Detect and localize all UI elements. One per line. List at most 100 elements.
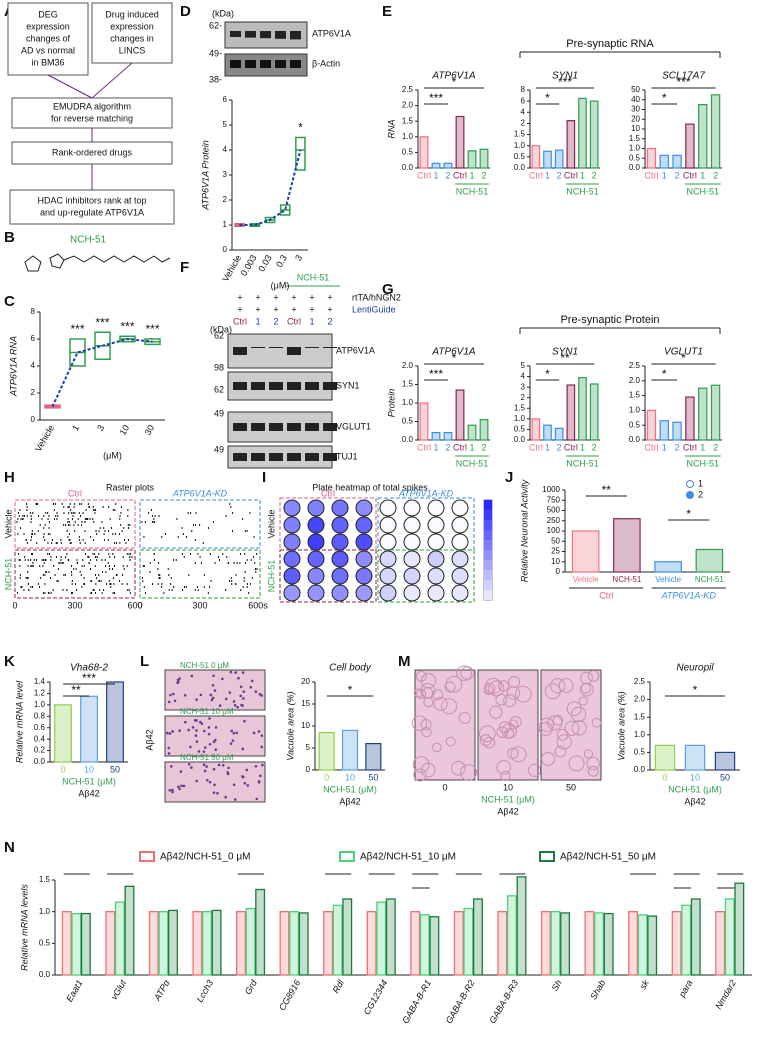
significance: *: [452, 75, 457, 89]
cell: [228, 691, 232, 694]
bar: [540, 911, 551, 976]
panel-letter: N: [4, 839, 15, 856]
cell: [165, 731, 169, 735]
cell: [169, 693, 172, 697]
x-label: NCH-51 (μM): [668, 784, 722, 794]
y-tick-label: 15: [301, 699, 310, 708]
cell: [167, 700, 171, 704]
plus: +: [237, 304, 242, 314]
x-tick-label: Ctrl: [564, 170, 578, 180]
cell: [182, 784, 186, 788]
panel-letter: G: [382, 281, 394, 298]
legend-marker: [686, 491, 694, 499]
y-tick-label: 25: [551, 547, 560, 556]
significance: **: [602, 483, 612, 497]
image-label: 50: [566, 782, 576, 792]
bar: [467, 150, 477, 169]
significance: *: [452, 351, 457, 365]
cell: [171, 730, 174, 733]
trend-line: [239, 149, 302, 226]
cell: [246, 784, 250, 787]
chart-title: SYN1: [552, 71, 578, 82]
cell: [207, 732, 211, 736]
x-tick-label: Ctrl: [529, 442, 543, 452]
fiber: [558, 678, 574, 693]
y-tick-label: 1.0: [514, 414, 526, 423]
lane: 2: [327, 316, 332, 326]
bar: [148, 911, 159, 976]
x-tick-label: 10: [118, 423, 132, 437]
cell: [241, 747, 245, 751]
bar: [566, 384, 576, 441]
y-tick-label: 0.6: [34, 723, 46, 732]
bar: [646, 147, 657, 169]
bar: [419, 402, 429, 441]
well: [451, 567, 469, 585]
y-tick-label: 2: [521, 393, 526, 402]
bar: [366, 911, 377, 976]
y-tick-label: 500: [547, 506, 561, 515]
band: [323, 382, 337, 390]
well: [331, 533, 349, 551]
bar: [289, 911, 300, 976]
x-tick-label: 0: [324, 772, 329, 782]
band: [269, 423, 283, 431]
y-tick-label: 3: [521, 382, 526, 391]
y-tick-label: 4: [521, 107, 526, 116]
x-tick-label: 2: [592, 170, 597, 180]
xlabel: NCH-51 (μM): [481, 794, 535, 804]
title: Plate heatmap of total spikes: [312, 482, 428, 492]
x-tick-label: 1: [700, 170, 705, 180]
bar: [365, 742, 382, 771]
bar: [560, 912, 571, 976]
group-label: NCH-51: [456, 186, 489, 196]
y-tick-label: 0.5: [39, 938, 51, 947]
bar: [724, 898, 735, 976]
significance: ***: [558, 75, 572, 89]
lane: 1: [309, 316, 314, 326]
y-tick-label: 0.8: [34, 711, 46, 720]
y-tick-label: 0.0: [514, 163, 526, 172]
legend-label: 1: [698, 478, 703, 488]
sub: Aβ42: [497, 806, 518, 816]
bar: [419, 136, 429, 169]
flow-text: expression: [26, 21, 70, 31]
plus: +: [309, 292, 314, 302]
lane: Ctrl: [287, 316, 301, 326]
micrograph: [164, 761, 266, 803]
x-tick-label: 1: [469, 170, 474, 180]
cell: [221, 677, 224, 681]
bar: [589, 100, 599, 169]
sub-label: Aβ42: [684, 796, 705, 806]
y-tick-label: 0.5: [402, 148, 414, 157]
y-tick-label: 3: [223, 170, 228, 179]
fiber: [568, 755, 585, 772]
raster-frame: [14, 549, 136, 599]
x-tick-label: 1: [70, 423, 81, 432]
y-tick-label: 2.5: [629, 361, 641, 370]
cell: [232, 783, 236, 787]
kda: 38-: [209, 74, 222, 84]
panel-letter: I: [262, 469, 266, 486]
cell: [202, 763, 206, 766]
sub-label: Aβ42: [78, 788, 99, 798]
unit: (kDa): [210, 324, 232, 334]
y-tick-label: 1.5: [634, 712, 646, 721]
band: [287, 453, 301, 461]
y-tick-label: 0.5: [629, 420, 641, 429]
band: [233, 453, 247, 461]
well: [307, 516, 325, 534]
group-label: NCH-51: [686, 458, 719, 468]
cell: [231, 739, 235, 742]
cell: [254, 764, 258, 768]
fiber: [483, 736, 496, 749]
chart-title: SYN1: [552, 347, 578, 358]
x-tick-label: ATPα: [152, 977, 173, 1003]
heat-frame: [377, 549, 475, 603]
flow-text: Drug induced: [105, 9, 159, 19]
band: [251, 453, 265, 461]
well: [379, 567, 397, 585]
legend-label: Aβ42/NCH-51_0 μM: [160, 852, 250, 863]
band: [287, 423, 301, 431]
cell: [213, 689, 217, 692]
